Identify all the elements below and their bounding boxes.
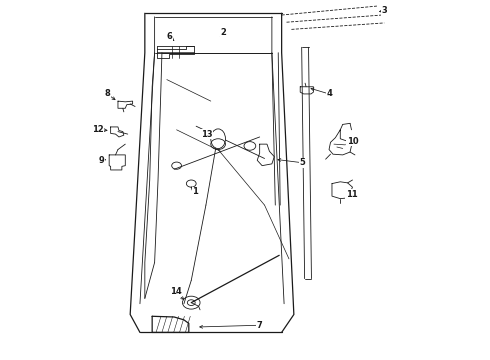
- Text: 2: 2: [220, 28, 226, 37]
- Text: 14: 14: [170, 287, 181, 296]
- Text: 9: 9: [99, 156, 105, 165]
- Text: 4: 4: [326, 89, 332, 98]
- Text: 3: 3: [381, 6, 387, 15]
- Text: 11: 11: [345, 190, 357, 199]
- Text: 13: 13: [201, 130, 213, 139]
- Text: 10: 10: [347, 137, 358, 146]
- Text: 6: 6: [166, 32, 172, 41]
- Text: 5: 5: [300, 158, 306, 167]
- Text: 12: 12: [92, 125, 103, 134]
- Text: 8: 8: [104, 89, 110, 98]
- Text: 7: 7: [257, 321, 263, 330]
- Text: 1: 1: [192, 187, 198, 196]
- Ellipse shape: [211, 129, 225, 149]
